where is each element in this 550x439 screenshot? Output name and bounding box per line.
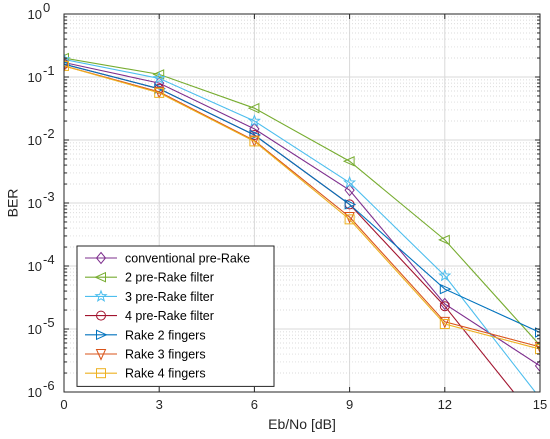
series-line	[64, 63, 540, 334]
data-point	[342, 155, 355, 167]
data-point	[439, 301, 450, 312]
y-tick-label: 10	[28, 7, 42, 22]
data-point	[344, 183, 355, 197]
data-point	[247, 114, 261, 127]
x-tick-label: 15	[533, 397, 547, 412]
legend-label: Rake 3 fingers	[125, 348, 206, 362]
legend-marker	[95, 251, 107, 265]
data-point	[249, 135, 260, 148]
data-point	[249, 136, 260, 147]
legend-marker	[94, 289, 108, 303]
x-axis-label: Eb/No [dB]	[268, 416, 336, 432]
y-tick-label: 10	[28, 70, 42, 85]
y-tick-exponent: -5	[43, 315, 55, 330]
y-tick-exponent: -4	[43, 252, 55, 267]
legend-marker	[96, 329, 108, 341]
y-tick-label: 10	[28, 385, 42, 400]
legend-label: 4 pre-Rake filter	[125, 309, 214, 323]
data-point	[344, 199, 357, 210]
data-point	[535, 344, 540, 355]
legend-marker	[96, 310, 106, 321]
y-tick-exponent: -6	[43, 378, 55, 393]
y-tick-exponent: -3	[43, 189, 55, 204]
y-axis-label: BER	[5, 189, 21, 218]
data-point	[154, 87, 165, 98]
legend-label: Rake 4 fingers	[125, 367, 206, 381]
y-tick-exponent: -2	[43, 126, 55, 141]
y-tick-exponent: 0	[43, 0, 50, 15]
data-point	[344, 214, 355, 225]
data-point	[152, 69, 165, 80]
series-line	[64, 65, 540, 348]
x-tick-label: 12	[438, 397, 452, 412]
data-point	[439, 319, 450, 330]
series-7	[64, 60, 540, 355]
y-tick-label: 10	[28, 259, 42, 274]
grid-lines	[63, 13, 541, 393]
data-point	[64, 52, 71, 66]
y-tick-label: 10	[28, 196, 42, 211]
data-point	[343, 175, 357, 189]
legend-marker	[96, 368, 106, 379]
data-point	[247, 102, 260, 114]
legend-label: Rake 2 fingers	[125, 328, 206, 342]
series-line	[64, 57, 540, 346]
x-tick-label: 9	[346, 397, 353, 412]
legend-label: 2 pre-Rake filter	[125, 271, 214, 285]
legend-label: conventional pre-Rake	[125, 252, 250, 266]
y-tick-exponent: -1	[43, 63, 55, 78]
series-line	[64, 65, 540, 350]
x-tick-label: 3	[156, 397, 163, 412]
series-line	[64, 61, 540, 367]
series-layer	[64, 52, 540, 392]
data-point	[64, 60, 69, 71]
x-tick-label: 0	[60, 397, 67, 412]
legend-box	[76, 245, 275, 387]
legend-marker	[95, 349, 107, 361]
data-point	[534, 359, 540, 373]
legend-label: 3 pre-Rake filter	[125, 290, 214, 304]
x-tick-label: 6	[251, 397, 258, 412]
data-point	[438, 268, 452, 282]
data-point	[438, 234, 450, 246]
data-point	[535, 327, 540, 338]
data-point	[534, 341, 540, 354]
data-point	[439, 283, 452, 295]
data-point	[152, 71, 166, 85]
data-point	[439, 297, 450, 311]
y-tick-label: 10	[28, 133, 42, 148]
legend-marker	[94, 271, 106, 283]
y-tick-label: 10	[28, 322, 42, 337]
legend: conventional pre-Rake 2 pre-Rake filter 3 …	[76, 245, 275, 387]
